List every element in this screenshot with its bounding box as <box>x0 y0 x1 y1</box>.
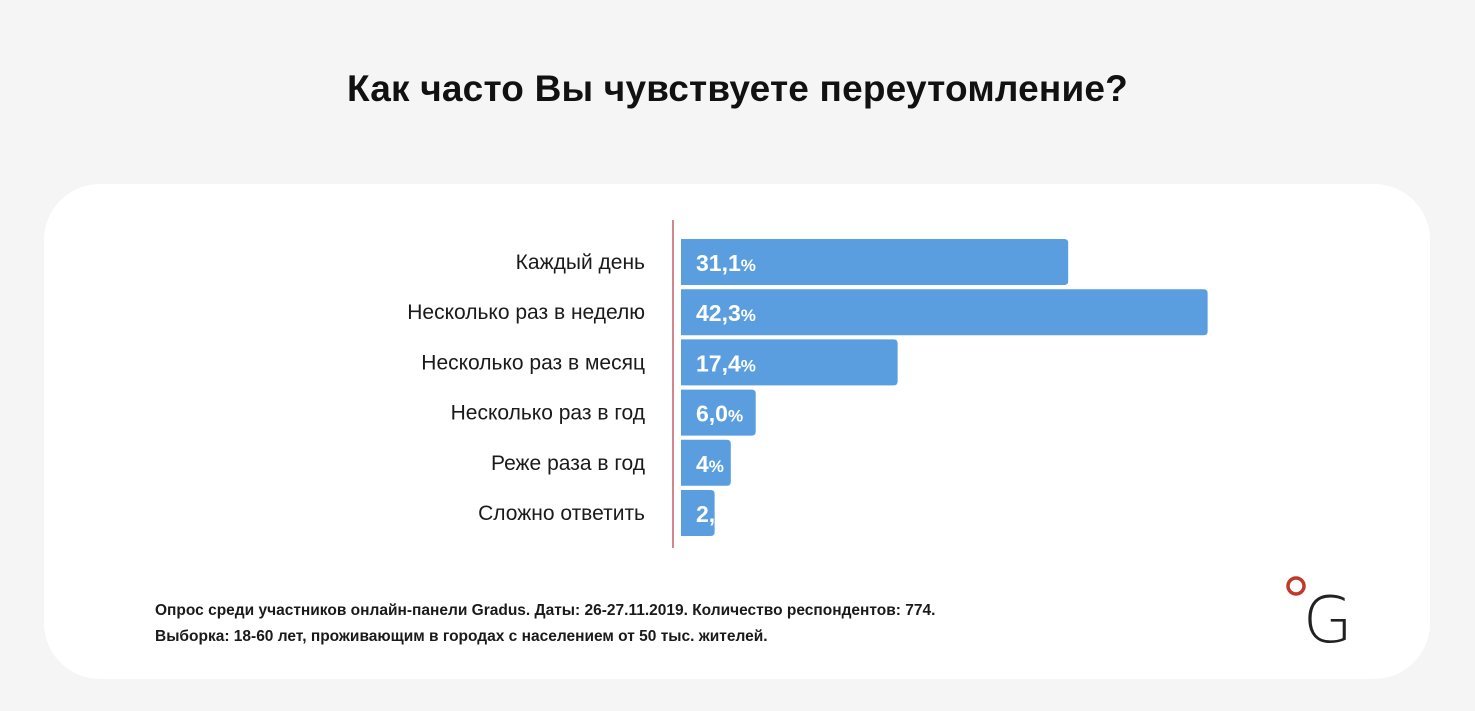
category-label: Несколько раз в неделю <box>407 301 645 324</box>
bar <box>681 439 731 486</box>
data-label: 31,1% <box>696 250 756 276</box>
data-label: 4% <box>696 451 724 477</box>
footnote-line-1: Опрос среди участников онлайн-панели Gra… <box>155 602 936 619</box>
category-label: Несколько раз в месяц <box>421 351 645 374</box>
logo-dot <box>1286 576 1306 596</box>
logo-letter: G <box>1303 584 1353 650</box>
category-label: Каждый день <box>516 251 645 274</box>
data-label: 2,7% <box>696 501 743 527</box>
bar <box>681 239 1069 285</box>
chart-title: Как часто Вы чувствуете переутомление? <box>347 68 1128 109</box>
category-label: Реже раза в год <box>491 452 645 475</box>
bar <box>681 490 715 536</box>
bar <box>681 289 1208 336</box>
footnote: Опрос среди участников онлайн-панели Gra… <box>155 598 935 650</box>
bars-layer: Каждый день 31,1% Несколько раз в неделю 42… <box>407 220 1208 548</box>
category-label: Несколько раз в год <box>451 402 645 425</box>
data-label: 42,3% <box>696 300 756 326</box>
bar <box>681 339 898 386</box>
category-label: Сложно ответить <box>478 502 645 525</box>
data-label: 17,4% <box>696 350 756 376</box>
bar <box>681 389 756 436</box>
footnote-line-2: Выборка: 18-60 лет, проживающим в города… <box>155 628 768 645</box>
data-label: 6,0% <box>696 401 743 427</box>
gradus-logo: G <box>1286 576 1353 650</box>
